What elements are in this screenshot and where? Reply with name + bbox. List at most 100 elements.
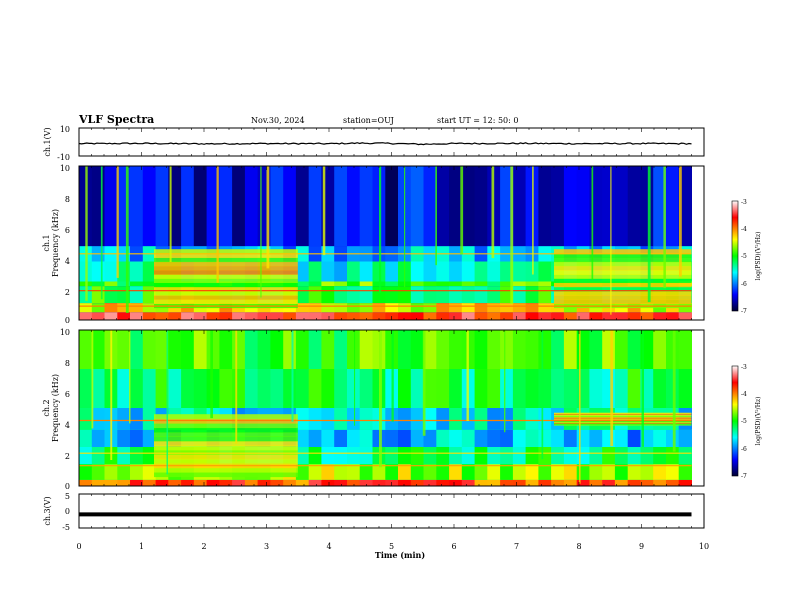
ch2-spectrogram-band-cell bbox=[640, 464, 654, 480]
ch1-spectrogram-enhanced-interval bbox=[154, 261, 298, 267]
ch1-spectrogram-band-cell bbox=[347, 281, 361, 287]
ch1-freq-tick-6: 6 bbox=[65, 226, 70, 235]
ch1-spectrogram-band-cell bbox=[359, 286, 373, 303]
ch2-spectrogram-enhanced-interval bbox=[554, 415, 692, 417]
ch2-colorbar-tick--3: -3 bbox=[741, 364, 747, 371]
ch2-spectrogram-band-cell bbox=[538, 369, 552, 408]
ch2-spectrogram-band-cell bbox=[602, 479, 616, 486]
ch2-spectrogram-band-cell bbox=[627, 330, 641, 369]
ch1-spectrogram-band-cell bbox=[142, 312, 157, 320]
ch2-spectrogram-burst bbox=[672, 330, 676, 452]
ch2-spectrogram-band-cell bbox=[91, 369, 106, 408]
ch1-voltage-tick-top: 10 bbox=[60, 125, 70, 134]
ch2-spectrogram-band-cell bbox=[666, 429, 680, 447]
ch1-spectrogram-band-cell bbox=[653, 312, 667, 320]
ch1-spectrogram-band-cell bbox=[538, 281, 552, 287]
ch1-spectrogram-band-cell bbox=[295, 303, 310, 313]
ch1-spectrogram-band-cell bbox=[449, 286, 463, 303]
ch1-spectrogram-band-cell bbox=[91, 166, 106, 247]
ch2-spectrogram-band-cell bbox=[359, 479, 373, 486]
ch1-spectrogram-band-cell bbox=[385, 312, 399, 320]
ch2-spectrogram-burst bbox=[291, 330, 294, 422]
ch2-channel-label: ch.2 bbox=[42, 399, 51, 416]
ch1-spectrogram-band-cell bbox=[525, 312, 539, 320]
ch2-spectrogram-band-cell bbox=[666, 447, 680, 465]
ch1-spectrogram-band-cell bbox=[666, 312, 680, 320]
ch2-spectrogram-enhanced-interval bbox=[154, 445, 298, 451]
ch2-spectrogram-burst bbox=[379, 330, 382, 468]
ch1-spectrogram-band-cell bbox=[410, 166, 425, 247]
ch1-spectrogram-band-cell bbox=[551, 312, 565, 320]
ch2-spectrogram-band-cell bbox=[525, 429, 539, 447]
ch1-spectrogram-band-cell bbox=[91, 303, 106, 313]
ch2-spectrogram-band-cell bbox=[321, 447, 335, 465]
ch1-spectrogram-band-cell bbox=[359, 261, 373, 282]
ch1-spectrogram-band-cell bbox=[104, 312, 118, 320]
ch2-spectrogram-band-cell bbox=[321, 369, 335, 408]
ch2-spectrogram-burst bbox=[422, 330, 426, 436]
ch1-spectrogram-burst bbox=[404, 166, 406, 288]
ch1-spectrogram-enhanced-interval bbox=[154, 257, 298, 263]
ch2-spectrogram-band-cell bbox=[79, 369, 93, 408]
ch1-spectrogram-band-cell bbox=[461, 261, 476, 282]
ch1-voltage-panel: 10 -10 ch.1(V) bbox=[43, 125, 705, 162]
ch1-spectrogram-burst bbox=[679, 166, 682, 277]
ch2-spectrogram-panel: 0 2 4 6 8 10 ch.2 Frequency (kHz) bbox=[42, 328, 705, 491]
ch1-spectrogram-burst bbox=[216, 166, 219, 283]
ch2-spectrogram-band-cell bbox=[398, 447, 412, 465]
ch1-spectrogram-band-cell bbox=[104, 303, 118, 313]
ch2-spectrogram-band-cell bbox=[653, 479, 667, 486]
ch2-spectrogram-enhanced-interval bbox=[554, 418, 692, 420]
ch1-spectrogram-burst bbox=[379, 166, 382, 293]
ch2-spectrogram-band-cell bbox=[359, 330, 373, 369]
ch2-freq-tick-10: 10 bbox=[60, 328, 70, 337]
ch1-spectrogram-band-cell bbox=[219, 166, 233, 247]
time-axis-label: Time (min) bbox=[375, 550, 425, 560]
ch1-spectrogram-band-cell bbox=[500, 303, 514, 313]
ch2-spectrogram-band-cell bbox=[653, 330, 667, 369]
ch1-spectrogram-enhanced-interval bbox=[554, 261, 692, 267]
ch1-spectrogram-burst bbox=[647, 166, 651, 303]
ch2-spectrogram-band-cell bbox=[487, 464, 501, 480]
ch2-spectrogram-band-cell bbox=[614, 447, 629, 465]
ch1-spectrogram-band-cell bbox=[410, 261, 425, 282]
ch2-spectrogram-band-cell bbox=[142, 408, 157, 430]
ch2-spectrogram-band-cell bbox=[398, 429, 412, 447]
ch2-spectrogram-band-cell bbox=[653, 464, 667, 480]
ch1-spectrogram-band-cell bbox=[627, 312, 641, 320]
ch2-spectrogram-band-cell bbox=[436, 369, 450, 408]
ch2-spectrogram-band-cell bbox=[232, 369, 246, 408]
ch1-spectrogram-enhanced-interval bbox=[554, 295, 692, 300]
ch2-spectrogram-band-cell bbox=[500, 369, 514, 408]
ch2-spectrogram-band-cell bbox=[283, 369, 297, 408]
ch2-spectrogram-band-cell bbox=[308, 429, 322, 447]
ch2-spectrogram-band-cell bbox=[563, 429, 578, 447]
ch2-spectrogram-band-cell bbox=[347, 479, 361, 486]
ch1-spectrogram-band-cell bbox=[410, 281, 425, 287]
ch2-spectrogram-band-cell bbox=[538, 330, 552, 369]
ch2-spectrogram-band-cell bbox=[321, 479, 335, 486]
ch1-spectrogram-band-cell bbox=[359, 166, 373, 247]
ch1-spectrogram-burst bbox=[125, 166, 129, 313]
ch1-spectrogram-band-cell bbox=[91, 261, 106, 282]
ch1-spectrogram-band-cell bbox=[193, 166, 208, 247]
ch2-spectrogram-band-cell bbox=[602, 330, 616, 369]
ch1-spectrogram-band-cell bbox=[130, 312, 144, 320]
ch2-spectrogram-band-cell bbox=[614, 429, 629, 447]
ch2-spectrogram-band-cell bbox=[410, 369, 425, 408]
ch1-spectrogram-band-cell bbox=[525, 281, 539, 287]
ch2-spectrogram-band-cell bbox=[334, 369, 348, 408]
ch2-spectrogram-band-cell bbox=[602, 447, 616, 465]
ch2-spectrogram-band-cell bbox=[91, 330, 106, 369]
ch2-spectrogram-band-cell bbox=[525, 447, 539, 465]
ch2-spectrogram-band-cell bbox=[512, 464, 527, 480]
ch2-spectrogram-band-cell bbox=[423, 464, 437, 480]
ch2-spectrogram-band-cell bbox=[398, 479, 412, 486]
ch2-spectrogram-band-cell bbox=[142, 330, 157, 369]
ch1-spectrogram-band-cell bbox=[155, 166, 169, 247]
ch1-spectrogram-band-cell bbox=[91, 281, 106, 287]
ch2-spectrogram-band-cell bbox=[334, 447, 348, 465]
ch2-spectrogram-band-cell bbox=[614, 479, 629, 486]
ch1-spectrogram-band-cell bbox=[602, 166, 616, 247]
ch2-spectrogram-band-cell bbox=[130, 408, 144, 430]
